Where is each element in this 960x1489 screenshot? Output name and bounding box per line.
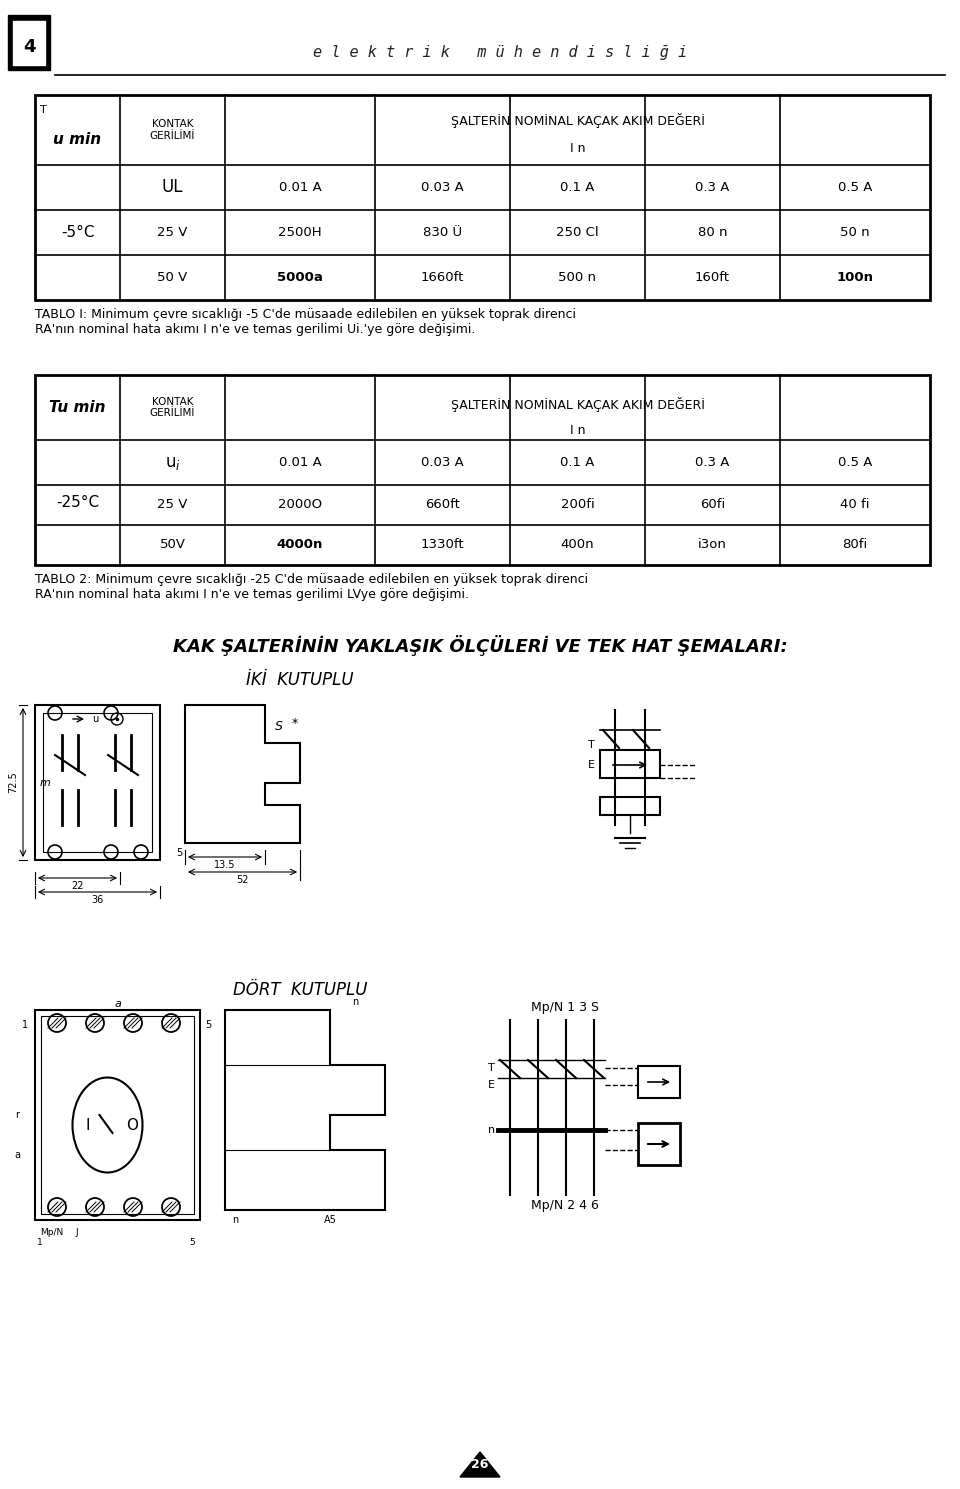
Text: 50V: 50V <box>159 539 185 551</box>
Text: Mp/N 1 3 S: Mp/N 1 3 S <box>531 1002 599 1014</box>
Text: TABLO I: Minimum çevre sıcaklığı -5 C'de müsaade edilebilen en yüksek toprak dir: TABLO I: Minimum çevre sıcaklığı -5 C'de… <box>35 308 576 337</box>
Text: O: O <box>127 1118 138 1133</box>
Text: 160ft: 160ft <box>695 271 730 284</box>
Text: I n: I n <box>569 141 586 155</box>
Text: E: E <box>488 1080 495 1090</box>
Text: T: T <box>40 106 47 115</box>
Text: 0.03 A: 0.03 A <box>421 456 464 469</box>
Text: 60fi: 60fi <box>700 499 725 512</box>
Text: u min: u min <box>54 133 102 147</box>
Text: 5000a: 5000a <box>277 271 323 284</box>
Text: a: a <box>114 999 121 1010</box>
Bar <box>35 375 930 564</box>
Text: 0.5 A: 0.5 A <box>838 182 873 194</box>
Text: 250 Cl: 250 Cl <box>556 226 599 240</box>
Text: 4: 4 <box>23 39 36 57</box>
Text: ŞALTERİN NOMİNAL KAÇAK AKIM DEĞERİ: ŞALTERİN NOMİNAL KAÇAK AKIM DEĞERİ <box>450 398 705 412</box>
Bar <box>43 713 152 852</box>
Bar <box>600 797 660 814</box>
Text: I: I <box>85 1118 89 1133</box>
Text: n: n <box>232 1215 238 1225</box>
Text: DÖRT  KUTUPLU: DÖRT KUTUPLU <box>233 981 367 999</box>
Text: T: T <box>588 740 595 750</box>
Text: 2500H: 2500H <box>278 226 322 240</box>
Text: 1330ft: 1330ft <box>420 539 465 551</box>
Text: u$_i$: u$_i$ <box>164 454 180 472</box>
Text: Mp/N 2 4 6: Mp/N 2 4 6 <box>531 1199 599 1212</box>
Text: A5: A5 <box>324 1215 336 1225</box>
Bar <box>638 1066 680 1097</box>
Text: 0.03 A: 0.03 A <box>421 182 464 194</box>
Text: 830 Ü: 830 Ü <box>423 226 462 240</box>
Text: *: * <box>292 716 299 730</box>
Bar <box>35 1010 200 1219</box>
Text: T: T <box>489 1063 495 1074</box>
Text: 5: 5 <box>204 1020 211 1030</box>
Text: E: E <box>588 759 595 770</box>
Text: 72.5: 72.5 <box>8 771 18 794</box>
Bar <box>638 1123 680 1164</box>
Text: r: r <box>15 1109 19 1120</box>
Text: 50 n: 50 n <box>840 226 870 240</box>
Text: 25 V: 25 V <box>157 499 188 512</box>
Text: ŞALTERİN NOMİNAL KAÇAK AKIM DEĞERİ: ŞALTERİN NOMİNAL KAÇAK AKIM DEĞERİ <box>450 113 705 128</box>
Text: 500 n: 500 n <box>559 271 596 284</box>
Bar <box>35 704 160 861</box>
Text: 5: 5 <box>176 849 182 858</box>
Text: e l e k t r i k   m ü h e n d i s l i ğ i: e l e k t r i k m ü h e n d i s l i ğ i <box>313 45 687 60</box>
Bar <box>13 21 45 66</box>
Text: Tu min: Tu min <box>49 401 106 415</box>
Text: 0.1 A: 0.1 A <box>561 182 594 194</box>
Text: a: a <box>14 1150 20 1160</box>
Text: KONTAK
GERİLİMİ: KONTAK GERİLİMİ <box>150 396 195 418</box>
Text: 0.3 A: 0.3 A <box>695 182 730 194</box>
Text: u: u <box>92 715 98 724</box>
Text: 660ft: 660ft <box>425 499 460 512</box>
Text: TABLO 2: Minimum çevre sıcaklığı -25 C'de müsaade edilebilen en yüksek toprak di: TABLO 2: Minimum çevre sıcaklığı -25 C'd… <box>35 573 588 602</box>
Text: n: n <box>352 998 358 1007</box>
Text: 200fi: 200fi <box>561 499 594 512</box>
Text: 80fi: 80fi <box>842 539 868 551</box>
Text: 26: 26 <box>471 1458 489 1471</box>
Text: 1660ft: 1660ft <box>420 271 465 284</box>
Text: 25 V: 25 V <box>157 226 188 240</box>
Text: 100n: 100n <box>836 271 874 284</box>
Bar <box>600 750 660 777</box>
Text: 40 fi: 40 fi <box>840 499 870 512</box>
Text: i3on: i3on <box>698 539 727 551</box>
Text: 0.01 A: 0.01 A <box>278 456 322 469</box>
Text: 2000O: 2000O <box>278 499 322 512</box>
Text: 0.3 A: 0.3 A <box>695 456 730 469</box>
Text: -5°C: -5°C <box>60 225 94 240</box>
Text: 22: 22 <box>71 881 84 890</box>
Text: UL: UL <box>161 179 183 197</box>
Text: S: S <box>276 721 283 734</box>
Text: I n: I n <box>569 423 586 436</box>
Text: 1: 1 <box>22 1020 28 1030</box>
Polygon shape <box>460 1452 500 1477</box>
Text: -25°C: -25°C <box>56 494 99 511</box>
Text: J: J <box>75 1228 78 1237</box>
Text: 5: 5 <box>189 1237 195 1246</box>
Bar <box>35 95 930 299</box>
Text: 52: 52 <box>236 876 249 884</box>
Text: KAK ŞALTERİNİN YAKLAŞIK ÖLÇÜLERİ VE TEK HAT ŞEMALARI:: KAK ŞALTERİNİN YAKLAŞIK ÖLÇÜLERİ VE TEK … <box>173 634 787 655</box>
Text: 0.5 A: 0.5 A <box>838 456 873 469</box>
Text: 13.5: 13.5 <box>214 861 236 870</box>
Text: 4000n: 4000n <box>276 539 324 551</box>
Text: 80 n: 80 n <box>698 226 728 240</box>
Bar <box>41 1015 194 1214</box>
Text: n: n <box>488 1126 495 1135</box>
Text: 0.01 A: 0.01 A <box>278 182 322 194</box>
Text: KONTAK
GERİLİMİ: KONTAK GERİLİMİ <box>150 119 195 141</box>
Text: 0.1 A: 0.1 A <box>561 456 594 469</box>
Text: 1: 1 <box>37 1237 43 1246</box>
Text: 400n: 400n <box>561 539 594 551</box>
Text: m: m <box>39 777 51 788</box>
Text: 50 V: 50 V <box>157 271 187 284</box>
Text: 36: 36 <box>91 895 104 905</box>
Bar <box>8 15 50 70</box>
Text: İKİ  KUTUPLU: İKİ KUTUPLU <box>247 672 353 689</box>
Text: Mp/N: Mp/N <box>40 1228 63 1237</box>
